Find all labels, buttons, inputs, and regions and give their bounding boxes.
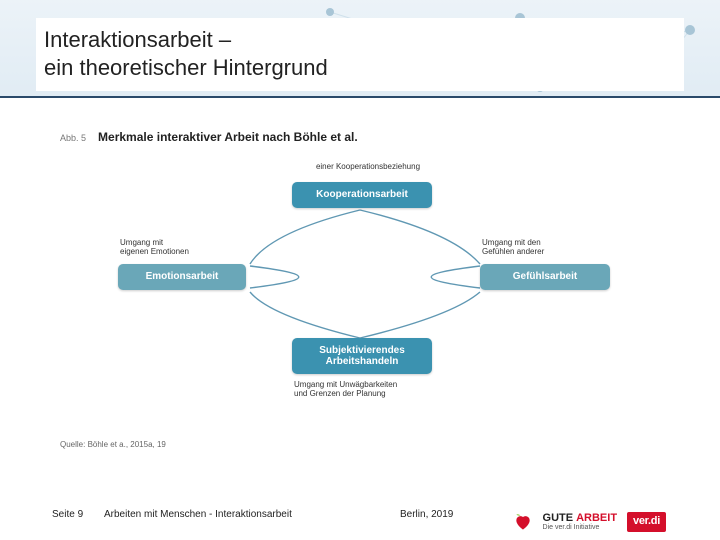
- node-left: Emotionsarbeit: [118, 264, 246, 290]
- footer: Seite 9 Arbeiten mit Menschen - Interakt…: [0, 492, 720, 540]
- node-bottom: Subjektivierendes Arbeitshandeln: [292, 338, 432, 374]
- footer-place: Berlin, 2019: [400, 509, 453, 520]
- page-number: Seite 9: [52, 509, 83, 520]
- caption-left: Umgang mit eigenen Emotionen: [120, 238, 250, 256]
- logo-gute: GUTE: [543, 513, 574, 524]
- logo-block: GUTE ARBEIT Die ver.di Initiative ver.di: [513, 512, 666, 532]
- node-right: Gefühlsarbeit: [480, 264, 610, 290]
- node-top: Kooperationsarbeit: [292, 182, 432, 208]
- diagram: einer Kooperationsbeziehung Umgang mit e…: [60, 152, 660, 412]
- caption-right: Umgang mit den Gefühlen anderer: [482, 238, 642, 256]
- figure-header: Abb. 5 Merkmale interaktiver Arbeit nach…: [60, 130, 660, 144]
- verdi-badge: ver.di: [627, 512, 666, 532]
- title-line-1: Interaktionsarbeit –: [44, 26, 674, 54]
- title-box: Interaktionsarbeit – ein theoretischer H…: [36, 18, 684, 91]
- figure-label: Abb. 5: [60, 133, 86, 143]
- caption-top: einer Kooperationsbeziehung: [308, 162, 428, 171]
- figure-title: Merkmale interaktiver Arbeit nach Böhle …: [98, 130, 358, 144]
- gute-arbeit-text: GUTE ARBEIT Die ver.di Initiative: [543, 513, 618, 531]
- heart-icon: [513, 512, 533, 532]
- figure-area: Abb. 5 Merkmale interaktiver Arbeit nach…: [60, 130, 660, 450]
- figure-source: Quelle: Böhle et a., 2015a, 19: [60, 440, 166, 449]
- header-band: Interaktionsarbeit – ein theoretischer H…: [0, 0, 720, 98]
- footer-subtitle: Arbeiten mit Menschen - Interaktionsarbe…: [104, 509, 292, 520]
- caption-bottom: Umgang mit Unwägbarkeiten und Grenzen de…: [294, 380, 474, 398]
- logo-arbeit: ARBEIT: [576, 513, 617, 524]
- title-line-2: ein theoretischer Hintergrund: [44, 54, 674, 82]
- logo-sub: Die ver.di Initiative: [543, 524, 618, 531]
